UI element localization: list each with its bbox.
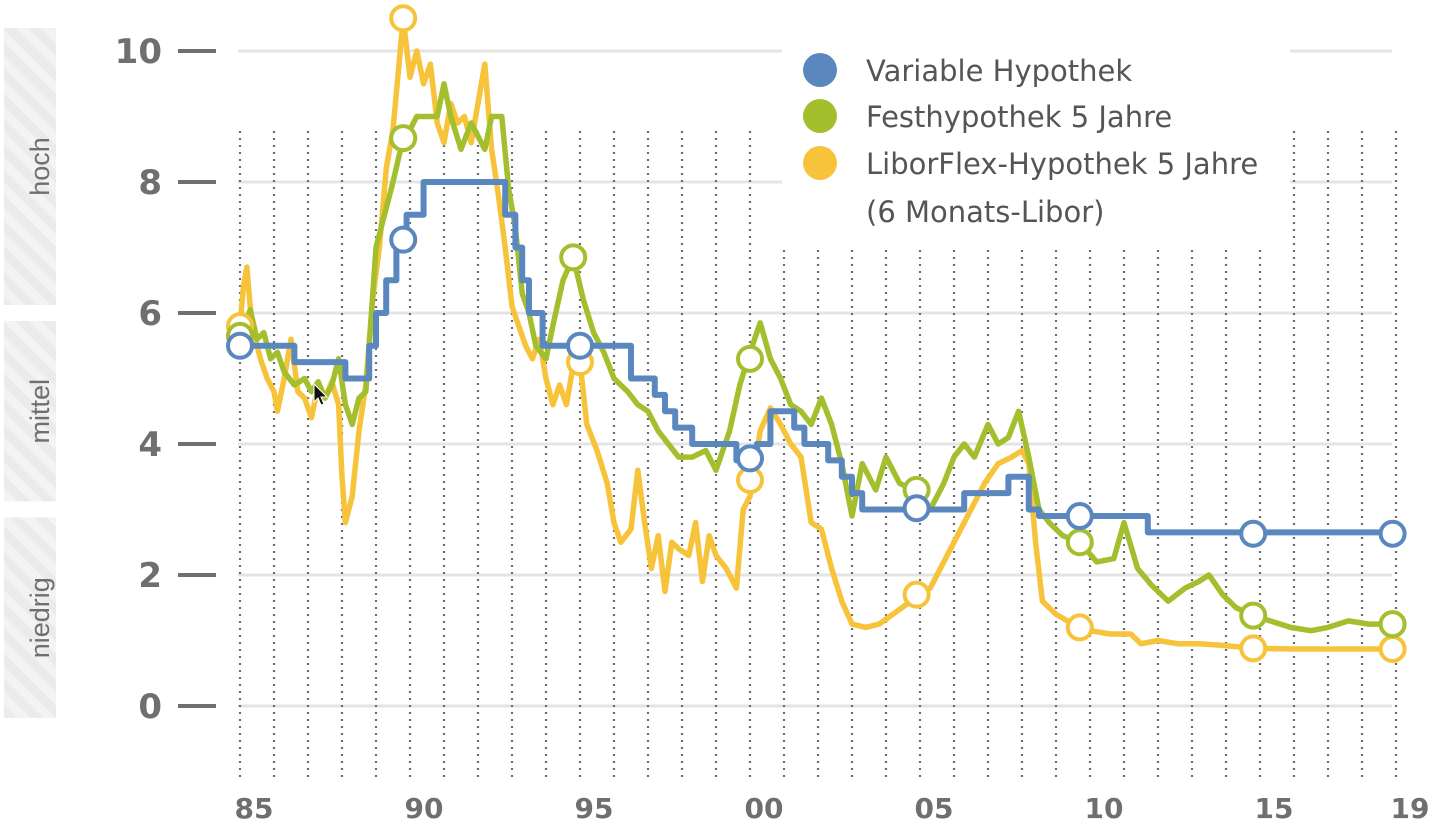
- data-point-marker: [1239, 634, 1268, 663]
- legend-swatch: [803, 99, 837, 133]
- series-markers: [226, 4, 1407, 664]
- band-label-niedrig: niedrig: [25, 577, 55, 658]
- data-point-marker: [566, 331, 594, 360]
- band-hoch: [4, 28, 56, 305]
- data-point-marker: [902, 494, 931, 523]
- x-tick-label: 15: [1255, 792, 1294, 825]
- data-point-marker: [1378, 635, 1407, 664]
- data-point-marker: [559, 243, 588, 272]
- legend-label: Variable Hypothek: [866, 54, 1132, 88]
- data-point-marker: [1065, 502, 1094, 531]
- data-point-marker: [902, 580, 931, 609]
- x-tick-label: 85: [235, 792, 274, 825]
- data-point-marker: [389, 4, 418, 33]
- series-line-3: [237, 15, 1396, 652]
- series-lines: [237, 15, 1399, 652]
- data-point-marker: [736, 344, 764, 373]
- y-tick-label: 6: [138, 294, 162, 334]
- data-point-marker: [389, 124, 418, 153]
- x-tick-label: 19: [1391, 792, 1430, 825]
- legend: Variable Hypothek Festhypothek 5 Jahre Lib…: [782, 36, 1290, 250]
- band-label-hoch: hoch: [25, 137, 55, 196]
- y-tick-label: 8: [138, 163, 162, 203]
- legend-swatch: [803, 146, 837, 180]
- legend-swatch: [803, 53, 837, 87]
- y-tick-label: 0: [138, 687, 162, 727]
- legend-background: [782, 36, 1290, 250]
- data-point-marker: [1239, 601, 1268, 630]
- data-point-marker: [736, 444, 764, 473]
- x-axis: 85 90 95 00 05 10 15 19: [235, 792, 1430, 825]
- data-point-marker: [1378, 610, 1407, 639]
- x-tick-label: 90: [405, 792, 444, 825]
- y-tick-label: 4: [138, 425, 162, 465]
- data-point-marker: [1065, 528, 1094, 557]
- y-tick-label: 2: [138, 556, 162, 596]
- x-tick-label: 05: [915, 792, 954, 825]
- data-point-marker: [1239, 519, 1268, 548]
- band-label-mittel: mittel: [25, 379, 55, 444]
- data-point-marker: [226, 331, 254, 360]
- y-axis: 0 2 4 6 8 10: [115, 32, 216, 727]
- series-line-1: [237, 179, 1399, 536]
- series-line-2: [237, 81, 1396, 634]
- x-tick-label: 95: [575, 792, 614, 825]
- x-tick-label: 00: [745, 792, 784, 825]
- legend-label: (6 Monats-Libor): [866, 195, 1104, 229]
- band-mittel: [4, 321, 56, 502]
- rating-bands: hoch mittel niedrig: [4, 28, 56, 718]
- data-point-marker: [1065, 613, 1094, 642]
- mouse-cursor-icon: [313, 382, 329, 406]
- band-niedrig: [4, 517, 56, 718]
- y-tick-label: 10: [115, 32, 162, 72]
- data-point-marker: [1378, 519, 1407, 548]
- legend-label: Festhypothek 5 Jahre: [866, 100, 1172, 134]
- legend-label: LiborFlex-Hypothek 5 Jahre: [866, 147, 1258, 181]
- x-tick-label: 10: [1085, 792, 1124, 825]
- data-point-marker: [389, 225, 418, 254]
